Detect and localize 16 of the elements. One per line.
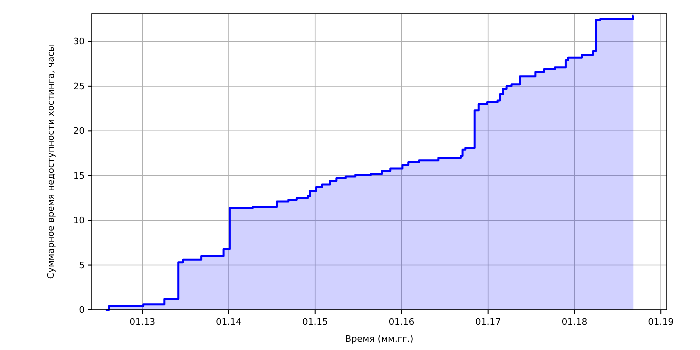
y-tick-label: 30 (74, 38, 86, 48)
y-tick-label: 25 (74, 82, 85, 92)
x-tick-label: 01.14 (216, 318, 242, 328)
y-tick-label: 15 (74, 172, 85, 182)
x-tick-label: 01.19 (648, 318, 674, 328)
x-axis-title: Время (мм.гг.) (345, 335, 414, 345)
x-tick-label: 01.16 (388, 318, 415, 328)
x-tick-label: 01.18 (562, 318, 588, 328)
x-tick-label: 01.13 (130, 318, 156, 328)
y-tick-label: 0 (79, 306, 86, 316)
y-tick-label: 5 (79, 261, 85, 272)
y-tick-label: 20 (74, 127, 86, 138)
y-tick-label: 10 (74, 216, 86, 227)
x-tick-label: 01.17 (475, 318, 502, 328)
x-tick-label: 01.15 (302, 318, 328, 328)
y-axis-title: Суммарное время недоступности хостинга, часы (47, 44, 57, 280)
